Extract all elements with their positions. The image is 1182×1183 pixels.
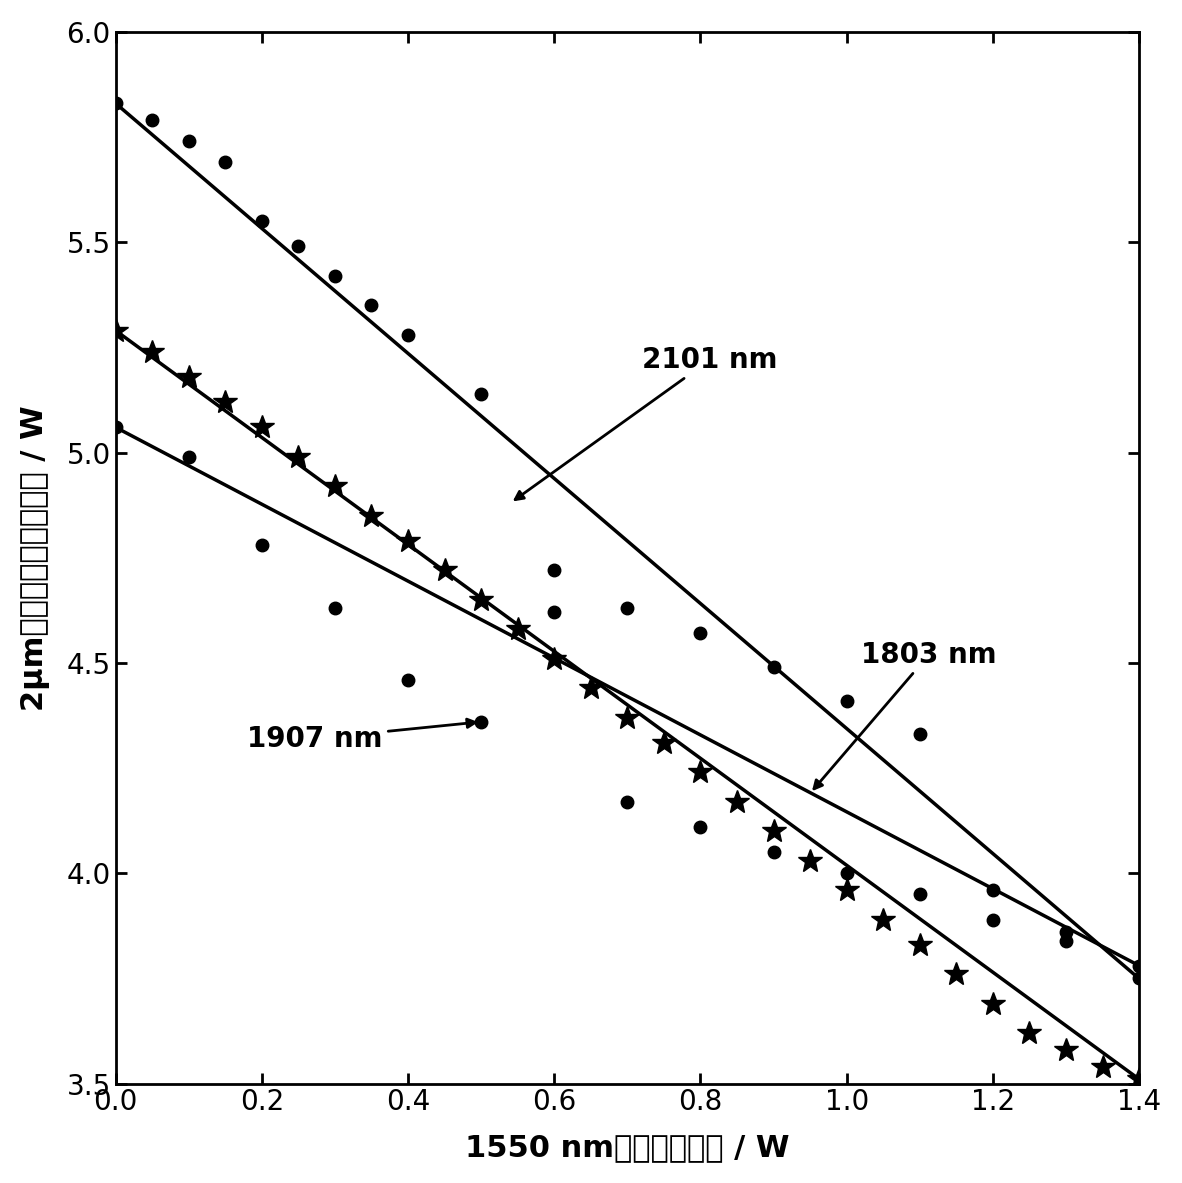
Y-axis label: 2μm波段激光的激光阈値 / W: 2μm波段激光的激光阈値 / W xyxy=(21,405,50,711)
Text: 1803 nm: 1803 nm xyxy=(814,640,996,789)
Text: 1907 nm: 1907 nm xyxy=(247,719,475,752)
X-axis label: 1550 nm激光抽运功率 / W: 1550 nm激光抽运功率 / W xyxy=(465,1133,790,1162)
Text: 2101 nm: 2101 nm xyxy=(515,345,778,499)
